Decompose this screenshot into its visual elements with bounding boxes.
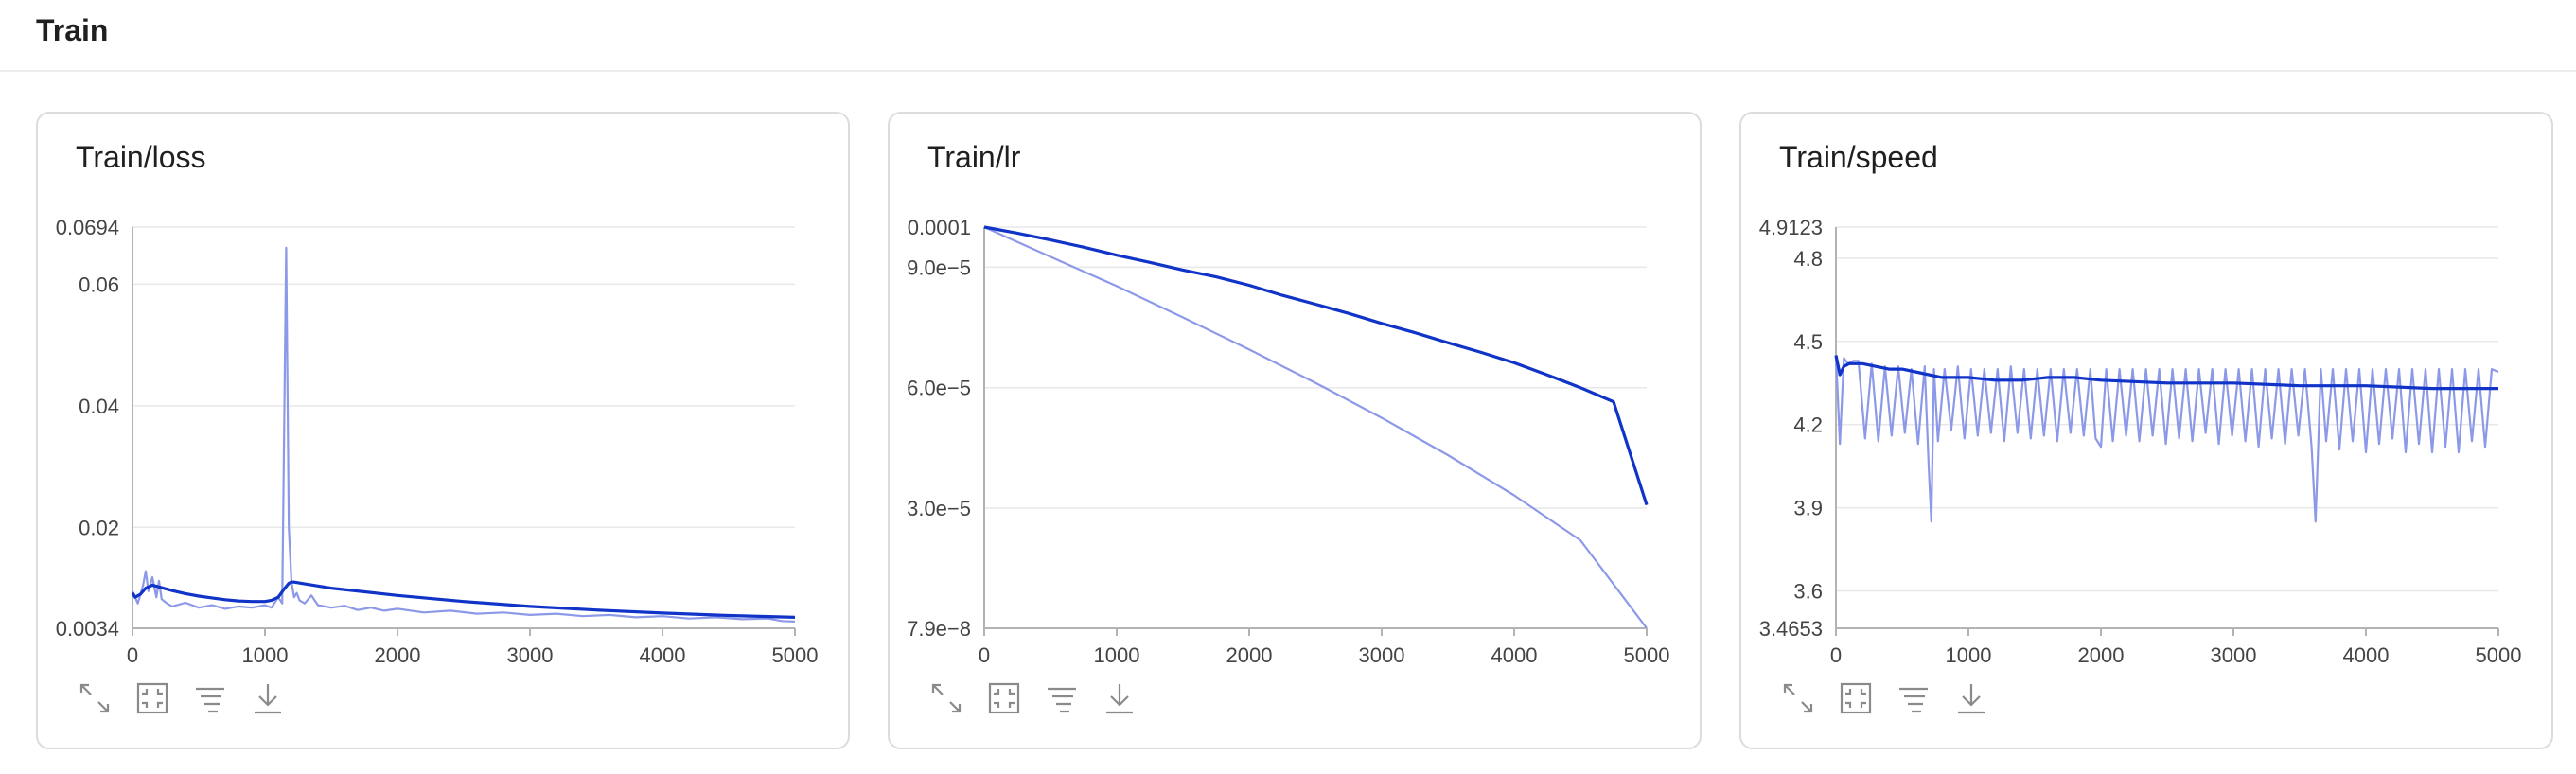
loss-chart: 0.0034 0.02 0.04 0.06 0.0694 0 1000 2000 3000 400…	[56, 216, 819, 667]
x-tick-label: 3000	[1359, 643, 1405, 667]
y-tick-label: 4.2	[1793, 413, 1823, 437]
speed-chart: 3.4653 3.6 3.9 4.2 4.5 4.8 4.9123 0 1000 2000 3000…	[1759, 216, 2522, 667]
chart-card-loss: Train/loss 0.0034 0.02 0.04 0.06 0.0694 0 1000…	[36, 112, 850, 749]
y-tick-label: 9.0e−5	[907, 255, 971, 279]
series-smoothed-line	[131, 580, 796, 619]
fit-icon[interactable]	[133, 679, 171, 717]
y-tick-label: 3.4653	[1759, 617, 1823, 641]
filter-icon[interactable]	[1895, 679, 1932, 717]
x-tick-label: 3000	[507, 643, 554, 667]
y-tick-label: 0.0001	[908, 216, 971, 239]
y-tick-label: 7.9e−8	[907, 617, 971, 641]
x-tick-label: 1000	[1094, 643, 1140, 667]
chart-card-lr: Train/lr 7.9e−8 3.0e−5 6.0e−5 9.0e−5 0.0001 0…	[888, 112, 1702, 749]
x-tick-label: 1000	[242, 643, 289, 667]
filter-icon[interactable]	[1043, 679, 1081, 717]
x-tick-label: 2000	[375, 643, 421, 667]
chart-title: Train/loss	[76, 140, 206, 174]
x-tick-label: 3000	[2211, 643, 2257, 667]
y-tick-label: 0.02	[79, 516, 119, 539]
series-smoothed-line	[1834, 355, 2498, 391]
series-smoothed-line	[983, 225, 1649, 506]
chart-card-speed: Train/speed 3.4653 3.6 3.9 4.2 4.5 4.8 4.9123 0…	[1739, 112, 2553, 749]
expand-icon[interactable]	[76, 679, 114, 717]
y-tick-label: 0.0034	[56, 617, 119, 641]
x-tick-label: 4000	[640, 643, 686, 667]
x-tick-label: 4000	[1491, 643, 1538, 667]
x-tick-label: 5000	[2476, 643, 2522, 667]
x-tick-label: 0	[127, 643, 138, 667]
y-tick-label: 4.9123	[1759, 216, 1823, 239]
x-tick-label: 5000	[1624, 643, 1670, 667]
filter-icon[interactable]	[191, 679, 229, 717]
y-tick-label: 0.04	[79, 395, 119, 418]
series-raw-line	[1834, 355, 2499, 523]
x-tick-label: 1000	[1946, 643, 1992, 667]
section-header: Train	[0, 0, 2576, 72]
y-tick-label: 3.9	[1793, 497, 1823, 520]
fit-icon[interactable]	[1837, 679, 1875, 717]
download-icon[interactable]	[249, 679, 287, 717]
x-tick-label: 4000	[2343, 643, 2390, 667]
y-tick-label: 0.06	[79, 273, 119, 296]
chart-title: Train/speed	[1779, 140, 1938, 174]
fit-icon[interactable]	[985, 679, 1023, 717]
y-tick-label: 4.5	[1793, 330, 1823, 354]
y-tick-label: 3.0e−5	[907, 497, 971, 520]
download-icon[interactable]	[1101, 679, 1138, 717]
x-tick-label: 5000	[772, 643, 819, 667]
chart-title: Train/lr	[927, 140, 1021, 174]
x-tick-label: 2000	[1226, 643, 1273, 667]
x-tick-label: 0	[979, 643, 990, 667]
series-raw-line	[131, 246, 796, 623]
x-tick-label: 0	[1830, 643, 1842, 667]
section-title: Train	[36, 13, 109, 47]
y-tick-label: 4.8	[1793, 247, 1823, 271]
x-tick-label: 2000	[2078, 643, 2125, 667]
y-tick-label: 6.0e−5	[907, 377, 971, 400]
series-raw-line	[983, 225, 1648, 629]
download-icon[interactable]	[1952, 679, 1990, 717]
y-tick-label: 0.0694	[56, 216, 119, 239]
expand-icon[interactable]	[927, 679, 965, 717]
lr-chart: 7.9e−8 3.0e−5 6.0e−5 9.0e−5 0.0001 0 1000 2000 3…	[907, 216, 1670, 667]
expand-icon[interactable]	[1779, 679, 1817, 717]
y-tick-label: 3.6	[1793, 580, 1823, 604]
